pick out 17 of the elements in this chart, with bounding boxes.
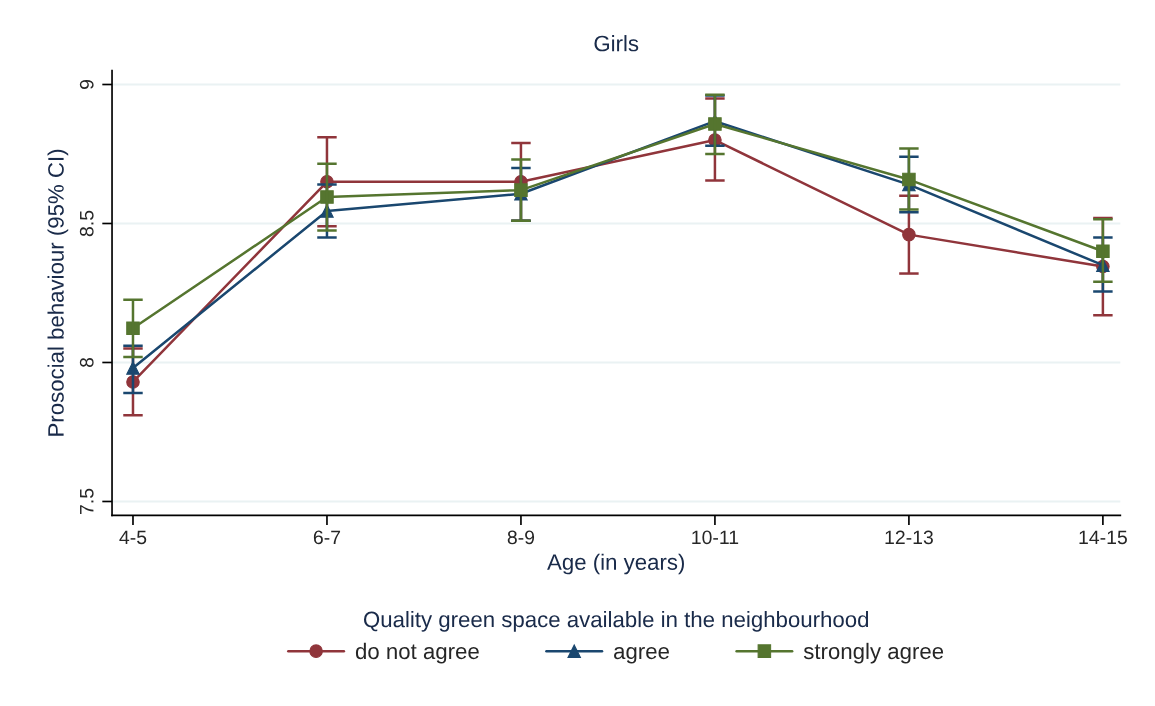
y-tick-label: 7.5 <box>80 488 94 514</box>
x-tick-label: 8-9 <box>507 530 535 545</box>
x-tick-label: 6-7 <box>313 530 341 545</box>
legend-label: strongly agree <box>803 642 944 664</box>
x-tick-label: 14-15 <box>1079 530 1127 545</box>
x-tick-label: 12-13 <box>885 530 933 545</box>
y-tick-label: 9 <box>79 80 94 89</box>
y-tick-label: 8.5 <box>79 210 94 237</box>
x-tick-label: 4-5 <box>119 530 147 545</box>
y-tick-label: 8 <box>79 357 94 368</box>
legend-label: agree <box>614 646 669 664</box>
y-axis-title: Prosocial behaviour (95% CI) <box>47 149 69 436</box>
chart-title: Girls <box>594 35 639 52</box>
x-tick-label: 10-11 <box>692 530 739 545</box>
x-axis-title: Age (in years) <box>547 553 684 575</box>
legend-title: Quality green space available in the neighbourhood <box>364 610 869 632</box>
legend-label: do not agree <box>355 642 479 664</box>
